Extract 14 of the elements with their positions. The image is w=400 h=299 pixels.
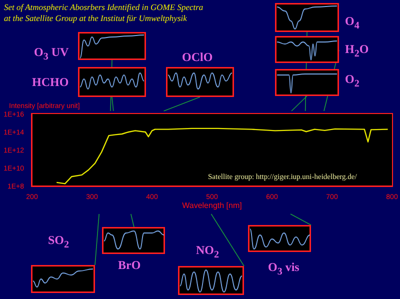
- text: SO$_{2}$: [48, 233, 70, 250]
- text: BrO: [118, 258, 141, 273]
- text: NO$_{2}$: [196, 243, 219, 260]
- text: OClO: [182, 50, 213, 65]
- x-axis-title: Wavelength [nm]: [182, 201, 242, 210]
- line-series: [56, 128, 388, 184]
- text: O$_{4}$: [345, 14, 360, 32]
- text: H$_{2}$O: [345, 42, 369, 60]
- text: O$_{3}$ UV: [34, 45, 69, 62]
- chart-title: Set of Atmospheric Abosrbers Identified in GOME Spectra: [4, 2, 204, 13]
- chart-subtitle: at the Satellite Group at the Institut für Umweltphysik: [4, 13, 188, 24]
- text: O$_{2}$: [345, 72, 360, 90]
- text: O$_{3}$ vis: [268, 260, 300, 278]
- text: HCHO: [32, 75, 69, 90]
